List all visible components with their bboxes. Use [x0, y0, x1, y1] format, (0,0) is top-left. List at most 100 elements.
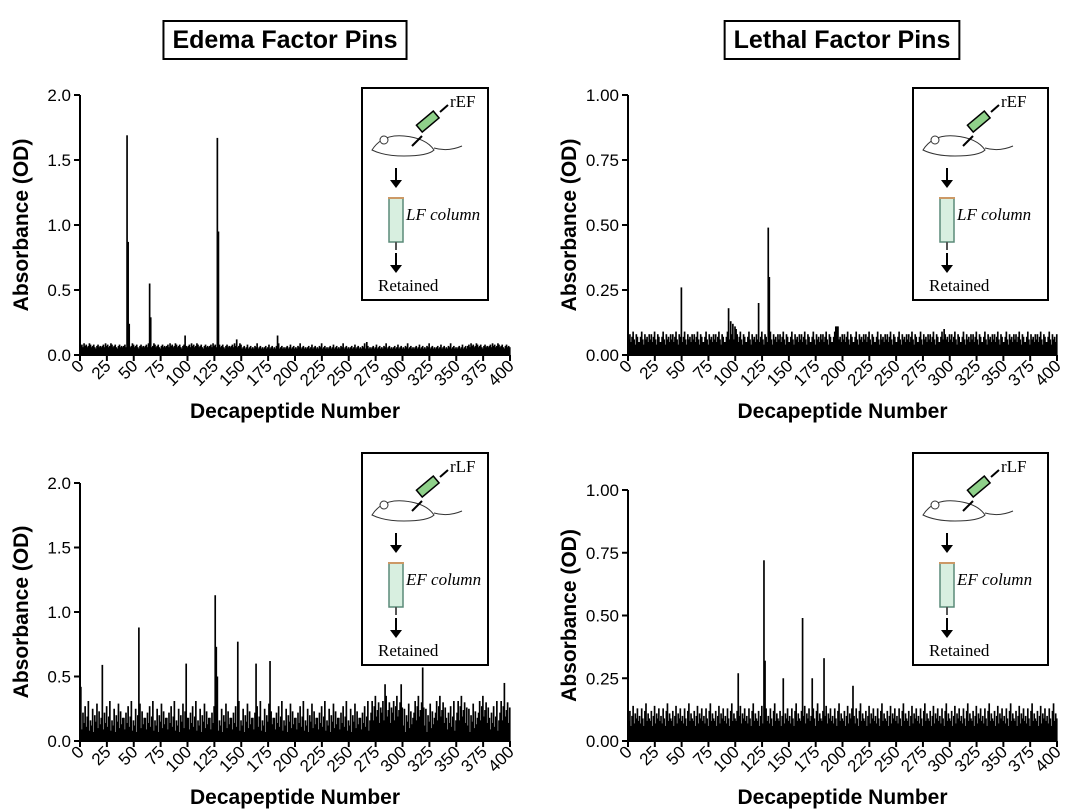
bar — [177, 708, 180, 741]
bar — [244, 348, 247, 355]
bar — [758, 342, 761, 355]
bar — [889, 331, 892, 355]
bar — [297, 712, 299, 741]
bar — [210, 729, 212, 741]
bar — [384, 684, 386, 741]
bar — [958, 708, 961, 741]
bar — [316, 717, 319, 741]
bar — [978, 718, 981, 741]
x-tick-label: 25 — [88, 356, 115, 383]
bar — [883, 342, 885, 355]
bar — [856, 718, 859, 741]
bar — [1008, 334, 1011, 355]
bar — [275, 345, 278, 355]
bar — [884, 718, 886, 741]
bar — [316, 347, 319, 355]
bar — [793, 344, 795, 355]
bar — [634, 713, 637, 741]
bar — [1026, 331, 1029, 355]
bar — [1047, 336, 1050, 355]
bar — [833, 708, 836, 741]
bar — [1048, 708, 1051, 741]
bar — [414, 701, 416, 741]
bar — [659, 720, 661, 741]
bar — [506, 347, 509, 355]
bar — [964, 725, 967, 741]
bar — [791, 708, 793, 741]
bar — [728, 339, 731, 355]
bar — [491, 722, 494, 741]
bar — [162, 711, 165, 741]
bar — [473, 728, 476, 741]
bar — [670, 339, 673, 355]
bar — [215, 646, 218, 741]
bar — [477, 712, 480, 741]
bar — [231, 344, 234, 355]
bar — [711, 713, 714, 741]
bar — [867, 336, 869, 355]
bar — [707, 725, 710, 741]
bar — [217, 730, 220, 741]
bar — [141, 711, 143, 741]
x-tick-label: 250 — [870, 356, 903, 389]
bar — [668, 342, 671, 355]
bar — [460, 695, 463, 741]
bar — [994, 342, 997, 355]
plunger — [990, 469, 1000, 478]
bar — [414, 347, 416, 355]
bar — [428, 343, 430, 355]
bar — [202, 348, 205, 355]
bar — [980, 720, 983, 741]
bar — [179, 715, 182, 741]
bar — [437, 348, 440, 355]
bar — [891, 713, 894, 741]
bar — [1030, 710, 1032, 741]
bar — [1050, 344, 1053, 355]
bar — [197, 720, 199, 741]
inset-result: Retained — [378, 641, 439, 660]
bar — [804, 339, 807, 355]
bar — [825, 331, 828, 355]
inset-antigen: rLF — [450, 457, 476, 476]
bar — [110, 343, 112, 355]
bar — [374, 695, 377, 741]
y-tick-label: 0.75 — [586, 544, 619, 563]
bar — [896, 715, 898, 741]
bar — [187, 717, 190, 741]
bar — [927, 718, 929, 741]
bar — [633, 339, 636, 355]
bar — [1000, 334, 1002, 355]
bar — [149, 317, 152, 355]
x-tick-label: 350 — [978, 742, 1011, 775]
needle — [962, 135, 974, 147]
bar — [462, 348, 465, 355]
bar — [459, 348, 462, 355]
bar — [1024, 342, 1027, 355]
bar — [688, 703, 690, 741]
bar — [691, 718, 693, 741]
bar — [1054, 713, 1057, 741]
bar — [485, 347, 487, 355]
bar — [183, 344, 185, 355]
bar — [248, 347, 251, 355]
x-tick-label: 400 — [484, 742, 517, 775]
bar — [450, 348, 453, 355]
bar — [922, 710, 925, 741]
x-tick-label: 0 — [68, 356, 88, 376]
bar — [319, 722, 322, 741]
bar — [754, 713, 757, 741]
bar — [129, 347, 132, 355]
bar — [404, 731, 407, 741]
bar — [439, 695, 441, 741]
bar — [1032, 720, 1035, 741]
bar — [876, 331, 879, 355]
bar — [800, 334, 803, 355]
bar — [995, 715, 998, 741]
bar — [326, 347, 328, 355]
bar — [891, 344, 894, 355]
bar — [124, 344, 126, 355]
bar — [433, 717, 436, 741]
bar — [886, 710, 889, 741]
bar — [389, 348, 392, 355]
bar — [252, 347, 254, 355]
